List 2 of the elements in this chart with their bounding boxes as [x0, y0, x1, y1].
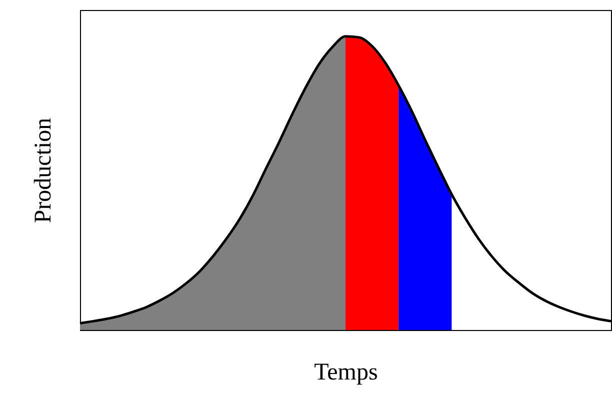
x-axis-title: Temps: [314, 360, 378, 386]
y-axis-title: Production: [30, 118, 56, 224]
